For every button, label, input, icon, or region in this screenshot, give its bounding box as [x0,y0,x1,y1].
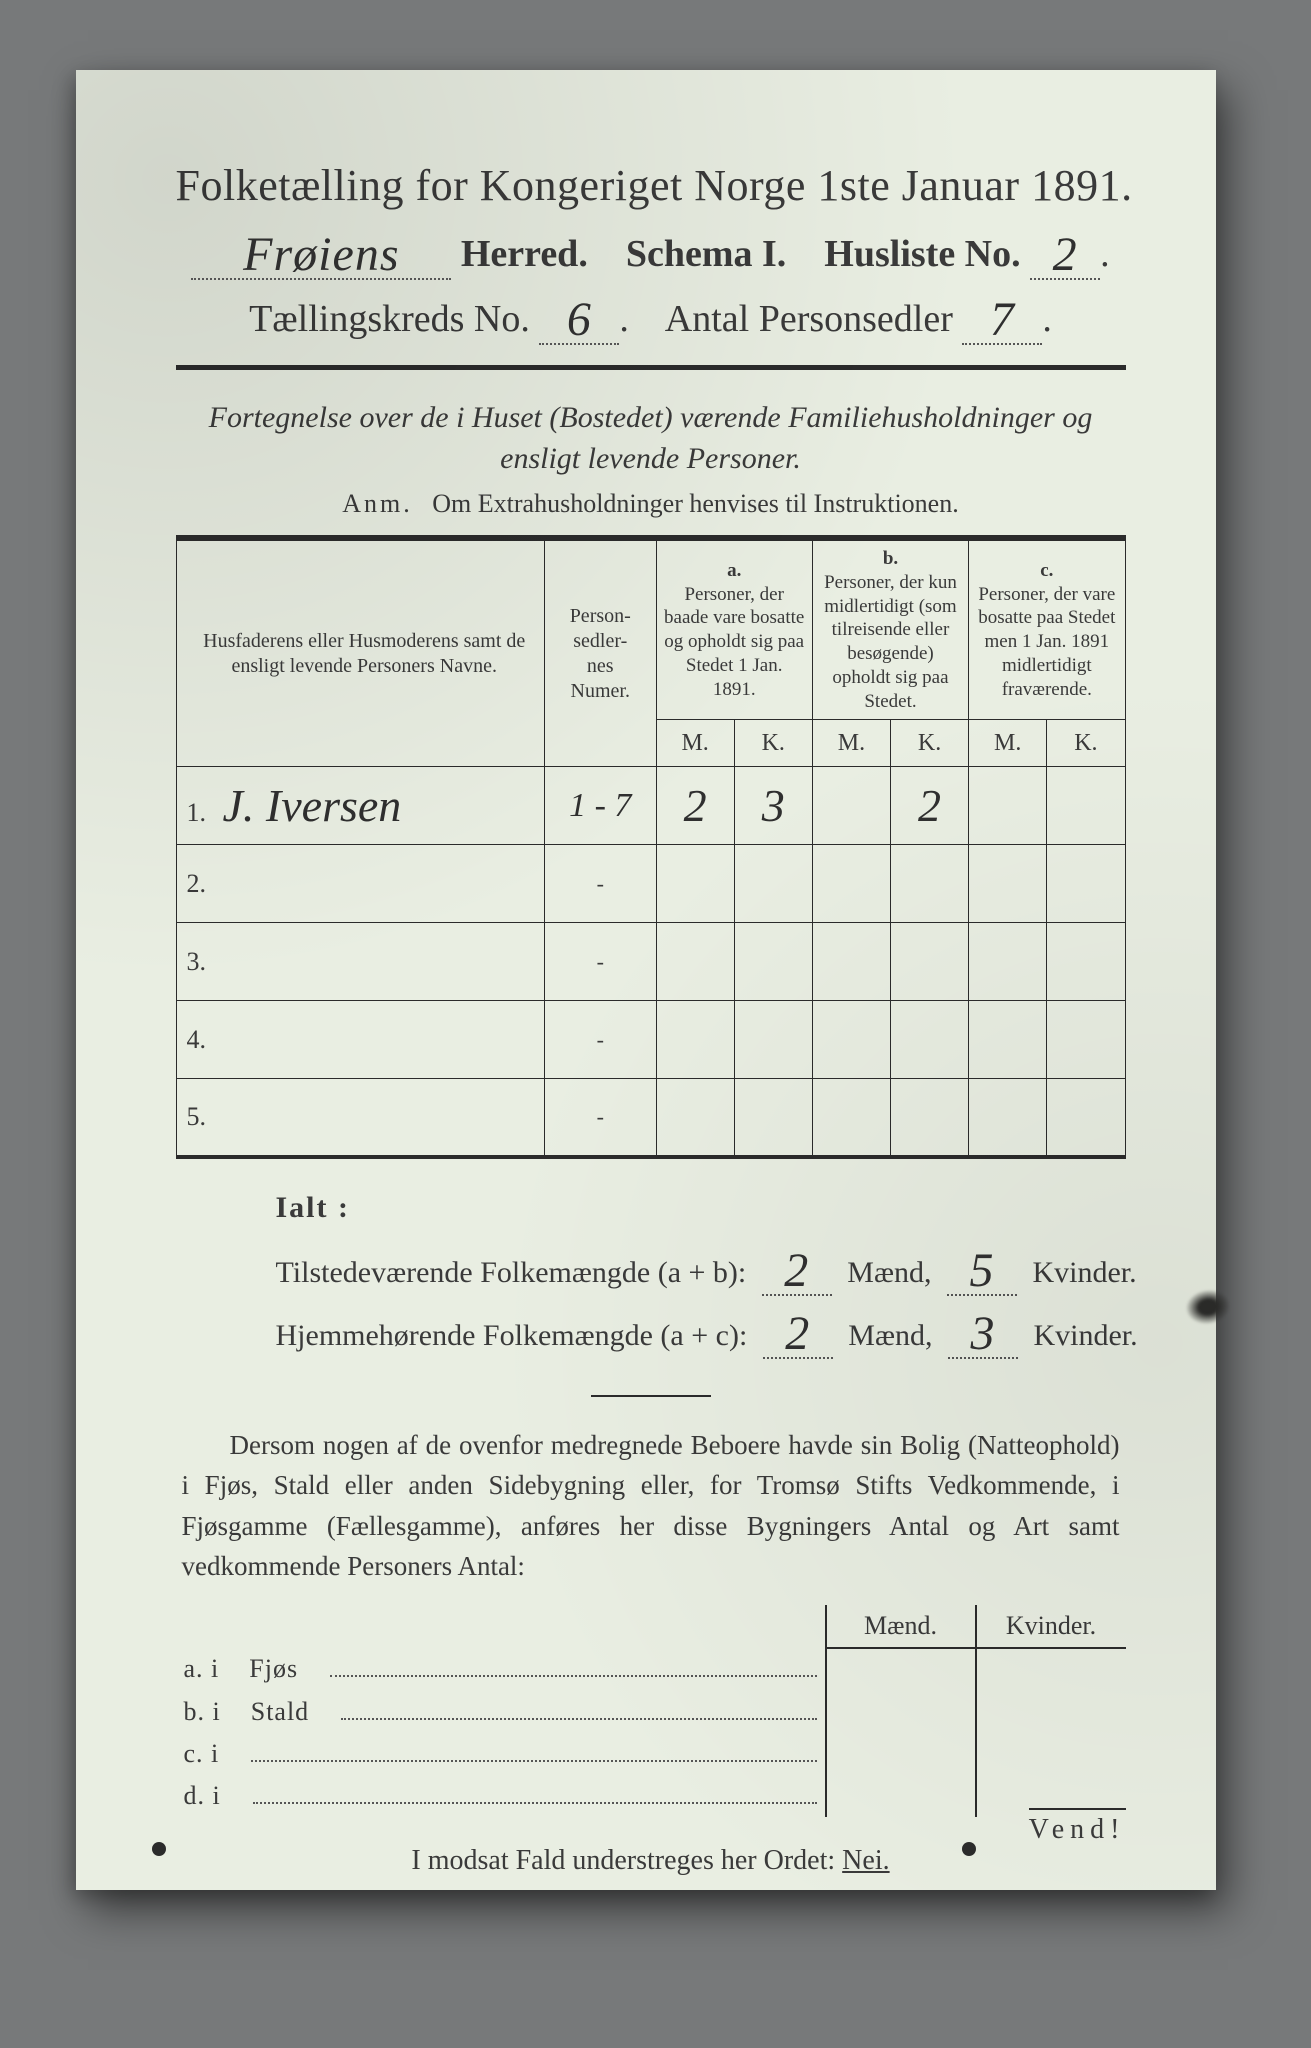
table-row: 5. - [176,1079,1125,1157]
lower-row: c. i [176,1733,1126,1775]
th-num: Person- sedler- nes Numer. [544,538,656,767]
footer-line: I modsat Fald understreges her Ordet: Ne… [176,1845,1126,1877]
document-paper: Folketælling for Kongeriget Norge 1ste J… [76,70,1216,1890]
lower-row: b. i Stald [176,1690,1126,1732]
canvas: Folketælling for Kongeriget Norge 1ste J… [0,0,1311,2048]
table-row: 3. - [176,923,1125,1001]
husliste-label: Husliste No. [824,233,1020,275]
anm-line: Anm. Om Extrahusholdninger henvises til … [176,489,1126,519]
table-row: 2. - [176,845,1125,923]
th-b-m: M. [812,720,890,767]
lower-row: d. i [176,1775,1126,1817]
table-row: 1. J. Iversen 1 - 7 2 3 2 [176,767,1125,845]
dot-decoration [152,1842,166,1856]
totals-block: Ialt : Tilstedeværende Folkemængde (a + … [176,1191,1126,1359]
header-line-2: Frøiens Herred. Schema I. Husliste No. 2… [176,223,1126,280]
vend-label: Vend! [1029,1808,1126,1846]
separator-short [591,1395,711,1397]
th-group-b: b. Personer, der kun midlertidigt (som t… [812,538,968,720]
th-c-m: M. [969,720,1047,767]
th-b-k: K. [890,720,968,767]
totals-row-2: Hjemmehørende Folkemængde (a + c): 2 Mæn… [276,1302,1126,1359]
lower-row: a. i Fjøs [176,1648,1126,1690]
note-paragraph: Dersom nogen af de ovenfor medregnede Be… [182,1425,1120,1587]
kreds-label: Tællingskreds No. [249,298,530,340]
th-name: Husfaderens eller Husmoderens samt de en… [176,538,544,767]
lower-th-k: Kvinder. [976,1605,1126,1648]
herred-label: Herred. [461,233,588,275]
table-row: 4. - [176,1001,1125,1079]
intro-text: Fortegnelse over de i Huset (Bostedet) v… [186,398,1116,479]
table-body: 1. J. Iversen 1 - 7 2 3 2 2. - [176,767,1125,1157]
schema-label: Schema I. [626,233,786,275]
ink-smudge [1183,1287,1231,1327]
main-table: Husfaderens eller Husmoderens samt de en… [176,535,1126,1159]
rule-1 [176,365,1126,370]
herred-value: Frøiens [243,228,399,281]
title: Folketælling for Kongeriget Norge 1ste J… [176,160,1126,211]
th-group-a: a. Personer, der baade vare bosatte og o… [656,538,812,720]
header-line-3: Tællingskreds No. 6. Antal Personsedler … [176,288,1126,345]
lower-table: Mænd. Kvinder. a. i Fjøs [176,1605,1126,1818]
anm-label: Anm. [342,489,413,518]
kreds-value: 6 [567,293,592,346]
th-a-k: K. [734,720,812,767]
lower-th-m: Mænd. [826,1605,976,1648]
anm-text: Om Extrahusholdninger henvises til Instr… [432,489,958,518]
antal-label: Antal Personsedler [665,298,953,340]
th-group-c: c. Personer, der vare bosatte paa Stedet… [969,538,1125,720]
th-c-k: K. [1047,720,1125,767]
footer-word: Nei. [842,1845,889,1876]
husliste-value: 2 [1053,228,1078,281]
antal-value: 7 [990,293,1015,346]
dot-decoration [962,1842,976,1856]
ialt-label: Ialt : [276,1191,1126,1225]
totals-row-1: Tilstedeværende Folkemængde (a + b): 2 M… [276,1239,1126,1296]
th-a-m: M. [656,720,734,767]
